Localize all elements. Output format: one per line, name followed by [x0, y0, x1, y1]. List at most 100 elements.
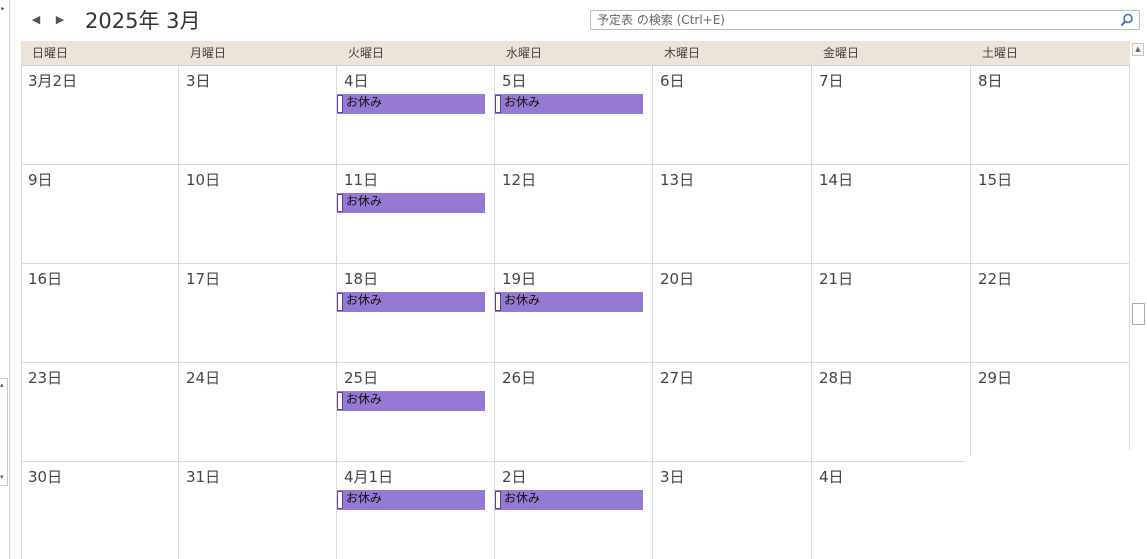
day-number: 4日	[819, 468, 844, 486]
day-cell[interactable]: 14日	[812, 165, 971, 264]
search-input[interactable]	[591, 11, 1118, 29]
mini-panel: ▴ ▾	[0, 378, 8, 486]
day-number: 29日	[978, 369, 1013, 387]
day-number: 21日	[819, 270, 854, 288]
event-title: お休み	[504, 293, 541, 307]
day-number: 2日	[502, 468, 527, 486]
weekday-header-row: 日曜日 月曜日 火曜日 水曜日 木曜日 金曜日 土曜日	[21, 41, 1130, 66]
day-number: 6日	[660, 72, 685, 90]
day-cell[interactable]: 23日	[21, 363, 179, 462]
day-cell[interactable]: 2日お休み	[495, 462, 653, 559]
day-number: 25日	[344, 369, 379, 387]
day-number: 4日	[344, 72, 369, 90]
event-status-tab	[495, 293, 501, 311]
weekday-header: 土曜日	[982, 46, 1019, 60]
day-cell[interactable]: 30日	[21, 462, 179, 559]
scroll-up-arrow-icon[interactable]: ▲	[1132, 43, 1144, 56]
day-cell[interactable]: 13日	[653, 165, 812, 264]
calendar-event[interactable]: お休み	[337, 391, 485, 411]
day-cell[interactable]: 9日	[21, 165, 179, 264]
day-number: 14日	[819, 171, 854, 189]
event-title: お休み	[346, 491, 383, 505]
event-status-tab	[337, 293, 343, 311]
day-cell[interactable]: 26日	[495, 363, 653, 462]
day-cell[interactable]: 15日	[971, 165, 1130, 264]
search-icon[interactable]	[1120, 13, 1134, 27]
day-cell[interactable]: 24日	[179, 363, 337, 462]
vertical-scrollbar[interactable]: ▲	[1130, 41, 1147, 559]
day-cell[interactable]: 18日お休み	[337, 264, 495, 363]
day-cell[interactable]: 6日	[653, 66, 812, 165]
day-cell[interactable]: 29日	[971, 363, 1130, 462]
day-cell[interactable]: 3日	[179, 66, 337, 165]
day-number: 18日	[344, 270, 379, 288]
pane-marker-icon: ‣	[0, 5, 6, 15]
month-title: 2025年 3月	[85, 9, 201, 33]
scroll-thumb[interactable]	[1132, 303, 1145, 325]
calendar-event[interactable]: お休み	[337, 193, 485, 213]
day-cell[interactable]: 16日	[21, 264, 179, 363]
day-cell[interactable]: 19日 お休み	[495, 264, 653, 363]
calendar-event[interactable]: お休み	[337, 490, 485, 510]
day-number: 4月1日	[344, 468, 394, 486]
event-title: お休み	[346, 293, 383, 307]
day-number: 8日	[978, 72, 1003, 90]
day-number: 9日	[28, 171, 53, 189]
weekday-header: 水曜日	[506, 46, 543, 60]
weekday-header: 月曜日	[190, 46, 227, 60]
day-cell[interactable]: 3日	[653, 462, 812, 559]
day-cell[interactable]: 20日	[653, 264, 812, 363]
calendar-event[interactable]: お休み	[337, 292, 485, 312]
day-number: 24日	[186, 369, 221, 387]
day-number: 20日	[660, 270, 695, 288]
day-cell[interactable]: 17日	[179, 264, 337, 363]
event-status-tab	[495, 491, 501, 509]
calendar-event[interactable]: お休み	[337, 94, 485, 114]
day-cell[interactable]: 31日	[179, 462, 337, 559]
panel-arrow-up-icon[interactable]: ▴	[0, 381, 4, 389]
day-number: 27日	[660, 369, 695, 387]
calendar-event[interactable]: お休み	[495, 94, 643, 114]
day-number: 11日	[344, 171, 379, 189]
day-cell[interactable]: 28日	[812, 363, 971, 462]
event-title: お休み	[504, 95, 541, 109]
day-cell[interactable]: 4月1日お休み	[337, 462, 495, 559]
day-number: 13日	[660, 171, 695, 189]
day-number: 22日	[978, 270, 1013, 288]
event-status-tab	[337, 194, 343, 212]
screen-glare	[960, 450, 1147, 559]
day-cell[interactable]: 10日	[179, 165, 337, 264]
day-cell[interactable]: 5日お休み	[495, 66, 653, 165]
day-cell[interactable]: 22日	[971, 264, 1130, 363]
calendar-event[interactable]: お休み	[495, 292, 643, 312]
day-number: 23日	[28, 369, 63, 387]
event-status-tab	[337, 491, 343, 509]
day-number: 12日	[502, 171, 537, 189]
day-cell[interactable]: 27日	[653, 363, 812, 462]
day-cell[interactable]: 8日	[971, 66, 1130, 165]
day-cell[interactable]: 12日	[495, 165, 653, 264]
weekday-header: 金曜日	[823, 46, 860, 60]
day-number: 5日	[502, 72, 527, 90]
day-cell[interactable]: 4日	[812, 462, 971, 559]
event-status-tab	[337, 95, 343, 113]
day-cell[interactable]: 21日	[812, 264, 971, 363]
event-title: お休み	[346, 392, 383, 406]
grid-left-border	[21, 66, 22, 559]
day-cell[interactable]: 25日お休み	[337, 363, 495, 462]
calendar-event[interactable]: お休み	[495, 490, 643, 510]
day-cell[interactable]: 4日お休み	[337, 66, 495, 165]
panel-arrow-down-icon[interactable]: ▾	[0, 473, 4, 481]
event-title: お休み	[346, 95, 383, 109]
prev-month-button[interactable]: ◀	[31, 13, 41, 26]
day-number: 26日	[502, 369, 537, 387]
day-number: 7日	[819, 72, 844, 90]
day-cell[interactable]: 7日	[812, 66, 971, 165]
day-number: 31日	[186, 468, 221, 486]
next-month-button[interactable]: ▶	[55, 13, 65, 26]
day-cell[interactable]: 3月2日	[21, 66, 179, 165]
day-cell[interactable]: 11日お休み	[337, 165, 495, 264]
event-title: お休み	[504, 491, 541, 505]
day-number: 10日	[186, 171, 221, 189]
